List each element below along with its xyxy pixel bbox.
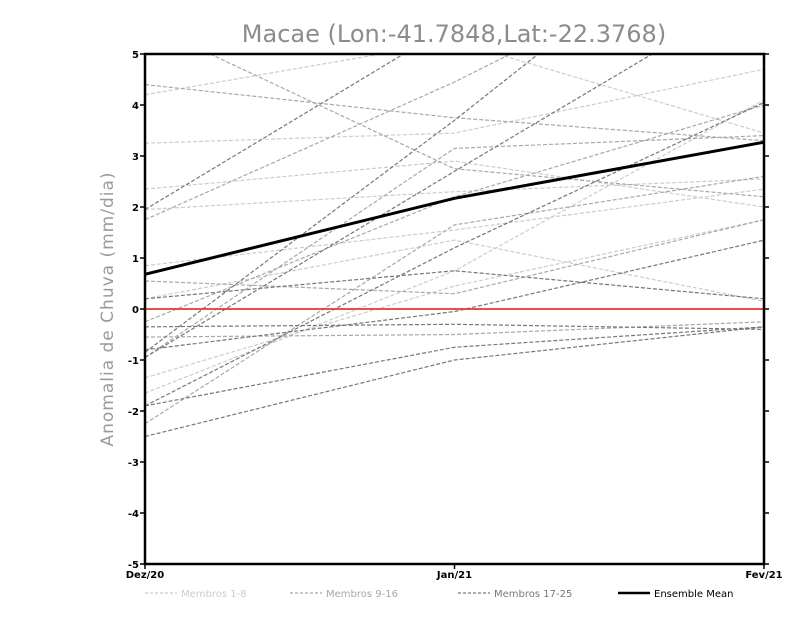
y-tick-label: 2 bbox=[132, 203, 139, 214]
y-tick-label: -5 bbox=[128, 560, 139, 571]
y-tick-label: 4 bbox=[132, 101, 139, 112]
member-line-group1-1 bbox=[145, 68, 764, 144]
member-line-group2-3 bbox=[145, 54, 512, 221]
member-line-group1-5 bbox=[145, 219, 764, 379]
member-line-group3-2 bbox=[145, 54, 540, 353]
member-line-group2-8 bbox=[145, 175, 764, 425]
member-line-group1-2 bbox=[145, 160, 764, 208]
y-tick-label: 1 bbox=[132, 254, 139, 265]
member-line-group3-5 bbox=[145, 323, 764, 330]
member-line-group1-4 bbox=[145, 188, 764, 267]
legend-label: Membros 17-25 bbox=[494, 589, 572, 600]
member-line-group2-4 bbox=[145, 135, 764, 358]
member-line-group1-7 bbox=[145, 54, 764, 134]
y-tick-label: 5 bbox=[132, 50, 139, 61]
x-tick-label: Jan/21 bbox=[436, 570, 472, 581]
member-line-group1-8 bbox=[145, 99, 764, 394]
member-line-group3-3 bbox=[145, 54, 654, 358]
legend: Membros 1-8 Membros 9-16 Membros 17-25 Ense… bbox=[145, 589, 733, 600]
member-line-group1-3 bbox=[145, 178, 764, 211]
y-tick-label: 3 bbox=[132, 152, 139, 163]
member-line-group1-6 bbox=[145, 239, 764, 302]
member-line-group2-5 bbox=[145, 219, 764, 295]
y-tick-label: -3 bbox=[128, 458, 139, 469]
ensemble-mean-line bbox=[145, 140, 764, 276]
member-line-group3-7 bbox=[145, 101, 764, 407]
chart-title: Macae (Lon:-41.7848,Lat:-22.3768) bbox=[242, 20, 666, 48]
member-line-group2-2 bbox=[208, 54, 764, 198]
y-tick-label: -2 bbox=[128, 407, 139, 418]
y-axis-label: Anomalia de Chuva (mm/dia) bbox=[98, 171, 118, 446]
member-line-group3-9 bbox=[145, 326, 764, 438]
member-line-group2-7 bbox=[145, 321, 764, 338]
member-line-group3-8 bbox=[145, 326, 764, 407]
member-line-group3-6 bbox=[145, 239, 764, 351]
legend-label: Ensemble Mean bbox=[654, 589, 733, 600]
y-tick-label: -1 bbox=[128, 356, 139, 367]
y-tick-label: -4 bbox=[128, 509, 139, 520]
member-line-group2-6 bbox=[145, 104, 764, 323]
legend-label: Membros 1-8 bbox=[181, 589, 247, 600]
member-line-group3-1 bbox=[145, 54, 405, 211]
x-tick-label: Fev/21 bbox=[745, 570, 782, 581]
y-tick-label: 0 bbox=[132, 305, 139, 316]
axis-ticks: -5 -4 -3 -2 -1 0 1 2 3 4 5 Dez/20 Jan/21 Fev/21 bbox=[126, 50, 783, 581]
series-lines bbox=[145, 54, 764, 438]
x-tick-label: Dez/20 bbox=[126, 570, 165, 581]
legend-label: Membros 9-16 bbox=[326, 589, 398, 600]
member-line-group3-4 bbox=[145, 270, 764, 300]
member-line-group2-1 bbox=[145, 84, 764, 142]
